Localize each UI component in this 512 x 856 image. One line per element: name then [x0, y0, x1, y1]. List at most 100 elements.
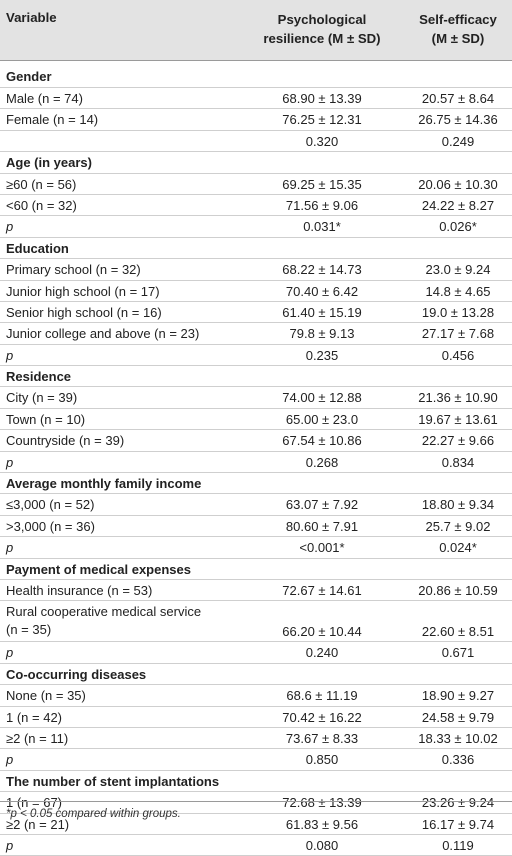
self-efficacy-value: 23.26 ± 9.24: [421, 795, 495, 811]
header-col1-line2: resilience (M ± SD): [263, 31, 381, 46]
resilience-value: 0.850: [305, 752, 339, 768]
group-header-row: Average monthly family income: [0, 473, 512, 495]
variable-label: ≥2 (n = 21): [6, 816, 70, 832]
self-efficacy-value: 23.0 ± 9.24: [425, 262, 491, 278]
resilience-value: 65.00 ± 23.0: [285, 411, 359, 427]
self-efficacy-value: 0.024*: [439, 540, 477, 556]
group-header-row: Residence: [0, 366, 512, 388]
table-bottom-rule: [0, 801, 512, 802]
p-value-row: p 0.080 0.119: [0, 835, 512, 856]
table-row: <60 (n = 32) 71.56 ± 9.06 24.22 ± 8.27: [0, 195, 512, 217]
p-value-row: p 0.850 0.336: [0, 749, 512, 771]
resilience-value: 71.56 ± 9.06: [285, 197, 359, 213]
table-row: Male (n = 74) 68.90 ± 13.39 20.57 ± 8.64: [0, 88, 512, 110]
self-efficacy-value: 19.67 ± 13.61: [418, 411, 498, 427]
variable-label: City (n = 39): [6, 390, 78, 406]
table-row: ≥2 (n = 11) 73.67 ± 8.33 18.33 ± 10.02: [0, 728, 512, 750]
self-efficacy-value: 27.17 ± 7.68: [421, 326, 495, 342]
group-header-row: Age (in years): [0, 152, 512, 174]
table-header-row: Variable Psychological resilience (M ± S…: [0, 0, 512, 60]
resilience-value: 61.40 ± 15.19: [282, 304, 362, 320]
header-col2-line1: Self-efficacy: [419, 12, 497, 27]
variable-label: None (n = 35): [6, 688, 86, 704]
resilience-value: 69.25 ± 15.35: [282, 176, 362, 192]
resilience-value: 0.268: [305, 454, 339, 470]
variable-label: Junior college and above (n = 23): [6, 326, 200, 342]
group-label: The number of stent implantations: [6, 773, 220, 789]
group-header-row: The number of stent implantations: [0, 771, 512, 793]
self-efficacy-value: 16.17 ± 9.74: [421, 816, 495, 832]
table-row: 1 (n = 67) 72.68 ± 13.39 23.26 ± 9.24: [0, 792, 512, 814]
group-header-row: Education: [0, 238, 512, 260]
group-label: Age (in years): [6, 155, 92, 171]
resilience-value: 73.67 ± 8.33: [285, 730, 359, 746]
resilience-value: 0.320: [305, 133, 339, 149]
table-row: ≤3,000 (n = 52) 63.07 ± 7.92 18.80 ± 9.34: [0, 494, 512, 516]
group-label: Payment of medical expenses: [6, 561, 191, 577]
group-header-row: Co-occurring diseases: [0, 664, 512, 686]
self-efficacy-value: 0.026*: [439, 219, 477, 235]
group-label: Residence: [6, 369, 72, 385]
self-efficacy-value: 18.33 ± 10.02: [418, 730, 498, 746]
header-col2-line2: (M ± SD): [431, 31, 485, 46]
self-efficacy-value: 24.58 ± 9.79: [421, 709, 495, 725]
header-self-efficacy: Self-efficacy (M ± SD): [402, 10, 512, 48]
variable-label: 1 (n = 42): [6, 709, 63, 725]
group-label: Average monthly family income: [6, 476, 202, 492]
self-efficacy-value: 18.90 ± 9.27: [421, 688, 495, 704]
variable-label: p: [6, 219, 14, 235]
variable-label: Countryside (n = 39): [6, 433, 125, 449]
self-efficacy-value: 19.0 ± 13.28: [421, 304, 495, 320]
variable-label: Senior high school (n = 16): [6, 304, 162, 320]
self-efficacy-value: 20.06 ± 10.30: [418, 176, 498, 192]
header-psychological-resilience: Psychological resilience (M ± SD): [232, 10, 412, 48]
self-efficacy-value: 21.36 ± 10.90: [418, 390, 498, 406]
resilience-value: 68.22 ± 14.73: [282, 262, 362, 278]
self-efficacy-value: 0.336: [441, 752, 475, 768]
p-value-row: 0.320 0.249: [0, 131, 512, 153]
self-efficacy-value: 20.86 ± 10.59: [418, 582, 498, 598]
variable-label: ≥2 (n = 11): [6, 730, 69, 746]
resilience-value: 0.235: [305, 347, 339, 363]
header-variable: Variable: [6, 10, 57, 25]
variable-label: p: [6, 540, 14, 556]
p-value-row: p 0.031* 0.026*: [0, 216, 512, 238]
self-efficacy-value: 14.8 ± 4.65: [425, 283, 491, 299]
resilience-value: 70.40 ± 6.42: [285, 283, 359, 299]
variable-label: Male (n = 74): [6, 91, 83, 106]
table-row: Countryside (n = 39) 67.54 ± 10.86 22.27 ±…: [0, 430, 512, 452]
self-efficacy-value: 0.456: [441, 347, 475, 363]
group-header-row: Payment of medical expenses: [0, 559, 512, 580]
variable-label: p: [6, 837, 14, 853]
variable-label: >3,000 (n = 36): [6, 518, 95, 534]
variable-label: Junior high school (n = 17): [6, 283, 160, 299]
variable-label: ≤3,000 (n = 52): [6, 497, 95, 513]
variable-label: Health insurance (n = 53): [6, 582, 153, 598]
self-efficacy-value: 0.249: [441, 133, 475, 149]
resilience-value: 67.54 ± 10.86: [282, 433, 362, 449]
table-row: ≥60 (n = 56) 69.25 ± 15.35 20.06 ± 10.30: [0, 174, 512, 195]
group-label: Gender: [6, 69, 52, 84]
group-header-row: Gender: [0, 60, 512, 88]
resilience-value: 74.00 ± 12.88: [282, 390, 362, 406]
resilience-value: 72.67 ± 14.61: [282, 582, 362, 598]
self-efficacy-value: 0.671: [441, 645, 475, 661]
self-efficacy-value: 0.834: [441, 454, 475, 470]
resilience-value: 66.20 ± 10.44: [282, 624, 362, 640]
resilience-value: 80.60 ± 7.91: [285, 518, 359, 534]
variable-label: Rural cooperative medical service (n = 3…: [6, 604, 202, 638]
resilience-value: 72.68 ± 13.39: [282, 795, 362, 811]
p-value-row: p <0.001* 0.024*: [0, 537, 512, 559]
variable-label: p: [6, 752, 14, 768]
table-row: Primary school (n = 32) 68.22 ± 14.73 23.0…: [0, 259, 512, 281]
table-row: Rural cooperative medical service (n = 3…: [0, 601, 512, 643]
p-value-row: p 0.235 0.456: [0, 345, 512, 367]
header-bottom-rule: [0, 60, 512, 61]
variable-label: 1 (n = 67): [6, 795, 63, 811]
resilience-value: 76.25 ± 12.31: [282, 112, 362, 128]
table-row: City (n = 39) 74.00 ± 12.88 21.36 ± 10.90: [0, 387, 512, 409]
table-row: Female (n = 14) 76.25 ± 12.31 26.75 ± 14.3…: [0, 109, 512, 131]
table-row: Junior high school (n = 17) 70.40 ± 6.42 1…: [0, 281, 512, 302]
variable-label: p: [6, 454, 14, 470]
self-efficacy-value: 26.75 ± 14.36: [418, 112, 498, 128]
